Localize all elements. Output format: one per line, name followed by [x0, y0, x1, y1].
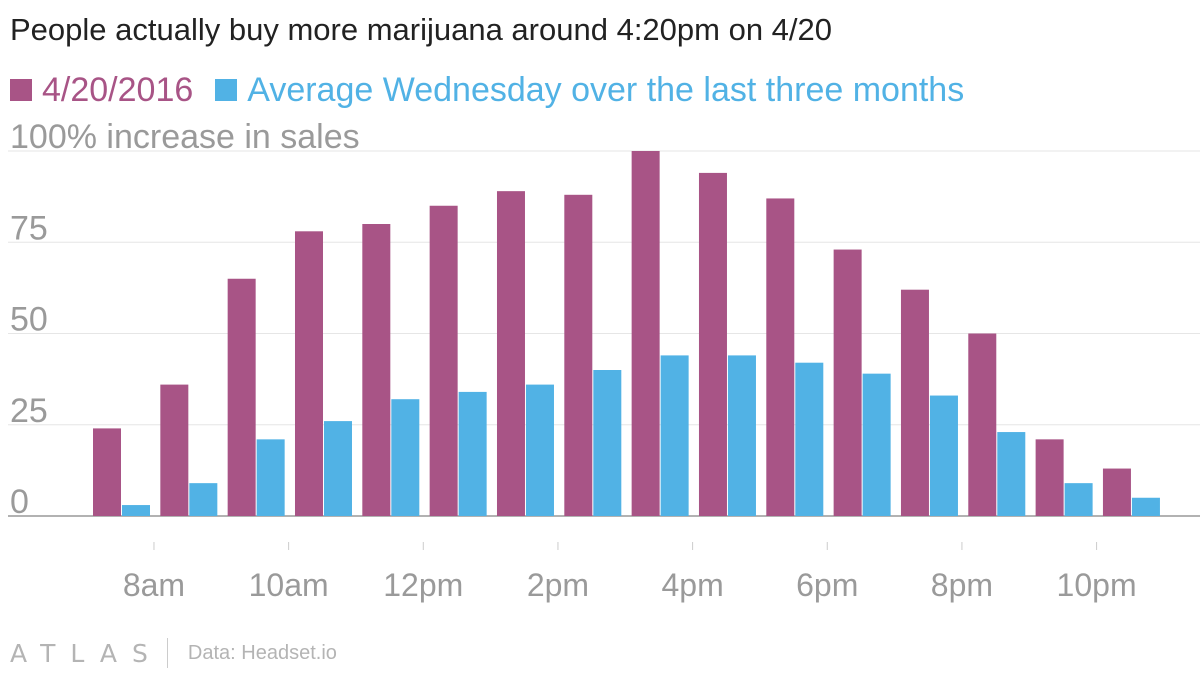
legend-swatch-average	[215, 79, 238, 101]
legend-label-2016: 4/20/2016	[42, 70, 194, 109]
y-tick-label-25: 25	[10, 392, 48, 430]
footer: ATLAS Data: Headset.io	[10, 636, 337, 670]
bar-2016-12pm	[429, 205, 458, 516]
bar-2016-1pm	[496, 191, 525, 516]
x-tick-label-10pm: 10pm	[1057, 567, 1137, 603]
x-tick-label-8am: 8am	[123, 567, 185, 603]
y-tick-label-0: 0	[10, 483, 29, 521]
bar-average-12pm	[458, 391, 487, 516]
bar-2016-10am	[294, 231, 323, 517]
bar-average-7am	[122, 505, 150, 516]
y-tick-label-100: 100% increase in sales	[10, 118, 360, 156]
legend-item-average: Average Wednesday over the last three mo…	[215, 71, 964, 110]
y-tick-label-75: 75	[10, 209, 48, 247]
bar-average-1pm	[525, 384, 554, 516]
x-tick-label-10am: 10am	[249, 567, 329, 603]
bar-average-2pm	[593, 370, 622, 516]
bar-average-9am	[256, 439, 285, 516]
x-tick-label-4pm: 4pm	[661, 567, 723, 603]
bar-2016-5pm	[766, 198, 795, 516]
legend-label-average: Average Wednesday over the last three mo…	[247, 70, 965, 109]
bar-2016-4pm	[698, 172, 727, 516]
chart-title: People actually buy more marijuana aroun…	[10, 12, 833, 47]
bar-2016-2pm	[564, 194, 593, 517]
bar-2016-10pm	[1102, 468, 1131, 516]
bar-2016-9pm	[1035, 439, 1064, 516]
bar-average-11am	[391, 399, 420, 516]
bar-average-8pm	[997, 432, 1026, 516]
atlas-logo: ATLAS	[10, 638, 163, 668]
bar-2016-8pm	[968, 333, 997, 516]
bar-2016-9am	[227, 278, 256, 516]
x-tick-label-8pm: 8pm	[931, 567, 993, 603]
legend: 4/20/2016 Average Wednesday over the las…	[10, 70, 986, 110]
bar-2016-3pm	[631, 151, 660, 516]
bar-2016-11am	[362, 224, 391, 516]
bar-2016-6pm	[833, 249, 862, 517]
bar-average-6pm	[862, 373, 891, 516]
x-tick-label-12pm: 12pm	[383, 567, 463, 603]
bar-average-10am	[323, 421, 352, 516]
legend-swatch-2016	[10, 79, 32, 101]
bar-average-4pm	[727, 355, 756, 516]
data-source: Data: Headset.io	[187, 641, 337, 664]
bar-average-8am	[189, 483, 218, 516]
footer-divider	[166, 638, 168, 668]
bar-average-7pm	[929, 395, 958, 516]
bar-average-3pm	[660, 355, 689, 516]
bar-2016-7am	[93, 428, 121, 516]
x-tick-label-6pm: 6pm	[796, 567, 858, 603]
y-tick-label-50: 50	[10, 301, 48, 339]
x-tick-label-2pm: 2pm	[527, 567, 589, 603]
bar-2016-7pm	[900, 289, 929, 516]
bar-average-10pm	[1131, 497, 1160, 516]
bar-average-5pm	[795, 362, 824, 516]
bar-2016-8am	[160, 384, 189, 516]
bar-average-9pm	[1064, 483, 1093, 516]
legend-item-2016: 4/20/2016	[10, 71, 193, 110]
